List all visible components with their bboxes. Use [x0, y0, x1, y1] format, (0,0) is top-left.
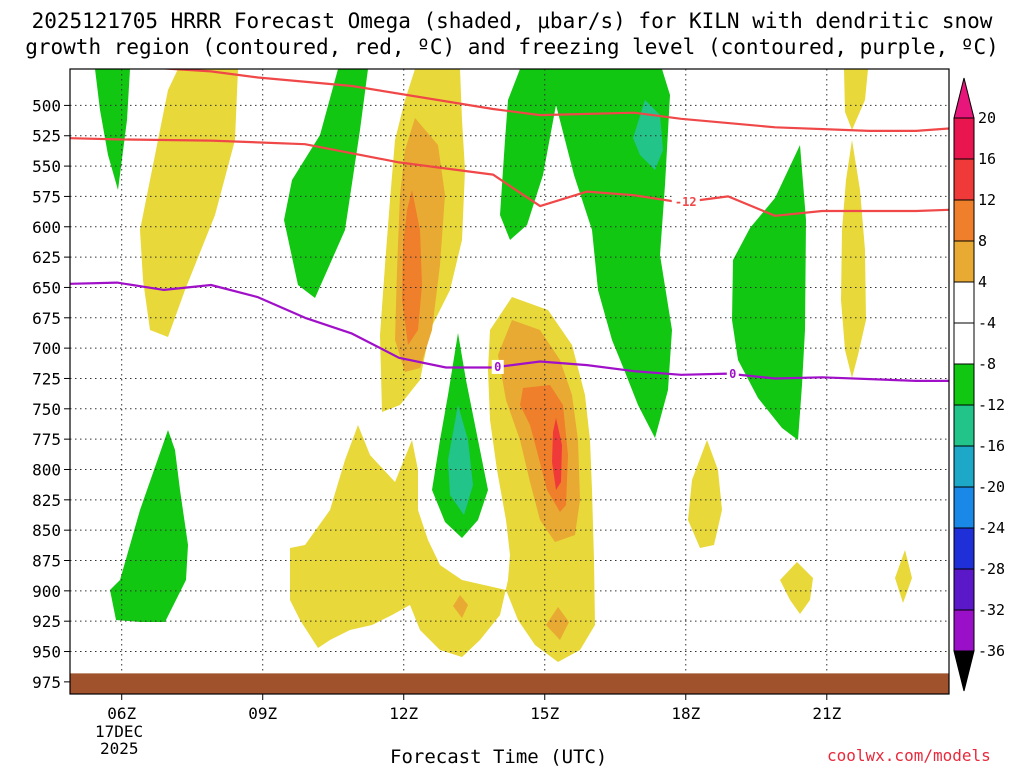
colorbar-swatch: [953, 281, 975, 324]
contour-lines: -12 0 0: [70, 69, 949, 382]
y-tick-label: 525: [32, 127, 61, 146]
y-tick-label: 750: [32, 400, 61, 419]
y-axis: 500 525 550 575 600 625 650 675 700 725 750 775 800 8…: [32, 96, 70, 692]
y-tick-label: 925: [32, 612, 61, 631]
colorbar-swatch: [953, 609, 975, 652]
contour-dendritic-lower: [70, 137, 949, 217]
contour-label-bg: [726, 367, 739, 382]
colorbar-swatch: [953, 568, 975, 611]
x-tick-label: 06Z: [107, 704, 136, 723]
contour-label: -12: [675, 195, 697, 209]
x-tick-label: 12Z: [389, 704, 418, 723]
colorbar-label: -32: [978, 601, 1005, 619]
teal-core: [448, 405, 473, 515]
title-line-1: 2025121705 HRRR Forecast Omega (shaded, …: [31, 9, 993, 33]
y-tick-label: 900: [32, 582, 61, 601]
contour-label-bg: [671, 194, 700, 209]
contour-label: 0: [494, 360, 501, 374]
title-line-2: growth region (contoured, red, ºC) and f…: [25, 35, 999, 59]
colorbar: 20 16 12 8 4 -4 -8 -12 -16 -20 -24 -28 -32 -36: [953, 77, 1005, 692]
y-tick-label: 950: [32, 643, 61, 662]
x-tick-label: 21Z: [812, 704, 841, 723]
y-tick-label: 500: [32, 96, 61, 115]
colorbar-label: -28: [978, 560, 1005, 578]
colorbar-bottom-arrow: [953, 650, 975, 692]
credit-link[interactable]: coolwx.com/models: [827, 746, 991, 765]
x-tick-label: 15Z: [530, 704, 559, 723]
contour-label: 0: [729, 367, 736, 381]
light-orange-core: [453, 595, 468, 618]
plot-area: -12 0 0: [70, 69, 949, 694]
y-tick-label: 800: [32, 460, 61, 479]
date-year: 2025: [100, 739, 139, 758]
green-region: [732, 145, 806, 440]
light-orange-core: [546, 607, 569, 640]
y-tick-label: 600: [32, 218, 61, 237]
colorbar-label: 8: [978, 232, 987, 250]
green-region: [500, 69, 672, 438]
contour-label-bg: [491, 359, 504, 374]
colorbar-swatch: [953, 158, 975, 201]
yellow-region: [688, 440, 722, 548]
teal-core: [633, 100, 663, 170]
yellow-region: [844, 69, 868, 130]
colorbar-label: -4: [978, 314, 996, 332]
colorbar-label: -8: [978, 355, 996, 373]
colorbar-label: 20: [978, 109, 996, 127]
y-tick-label: 825: [32, 491, 61, 510]
colorbar-swatch: [953, 363, 975, 406]
y-tick-label: 700: [32, 339, 61, 358]
colorbar-label: 16: [978, 150, 996, 168]
colorbar-swatch: [953, 322, 975, 365]
y-tick-label: 650: [32, 278, 61, 297]
colorbar-label: -20: [978, 478, 1005, 496]
y-tick-label: 850: [32, 521, 61, 540]
colorbar-swatch: [953, 199, 975, 242]
plot-frame: [69, 68, 950, 695]
orange-core: [402, 190, 422, 345]
yellow-region: [841, 140, 866, 378]
y-tick-label: 625: [32, 248, 61, 267]
green-region: [110, 430, 188, 622]
yellow-region: [895, 550, 912, 603]
contour-dendritic-upper: [156, 69, 949, 132]
chart-title: 2025121705 HRRR Forecast Omega (shaded, …: [0, 8, 1024, 60]
green-region: [284, 69, 368, 298]
colorbar-swatch: [953, 404, 975, 447]
y-tick-label: 725: [32, 369, 61, 388]
green-region: [95, 69, 130, 190]
colorbar-label: -12: [978, 396, 1005, 414]
red-core: [552, 418, 562, 490]
colorbar-swatch: [953, 486, 975, 529]
colorbar-label: 4: [978, 273, 987, 291]
y-tick-label: 675: [32, 309, 61, 328]
colorbar-label: 12: [978, 191, 996, 209]
y-tick-label: 550: [32, 157, 61, 176]
y-tick-label: 775: [32, 430, 61, 449]
colorbar-swatch: [953, 240, 975, 283]
date-day: 17DEC: [95, 722, 144, 741]
surface-band: [70, 673, 949, 694]
colorbar-swatch: [953, 445, 975, 488]
omega-shading: [95, 69, 912, 662]
colorbar-label: -24: [978, 519, 1005, 537]
y-tick-label: 575: [32, 187, 61, 206]
y-tick-label: 875: [32, 552, 61, 571]
yellow-region: [140, 69, 238, 337]
x-axis-label: Forecast Time (UTC): [390, 746, 608, 768]
colorbar-top-arrow: [953, 77, 975, 119]
x-tick-label: 09Z: [248, 704, 277, 723]
x-tick-label: 18Z: [671, 704, 700, 723]
colorbar-label: -36: [978, 642, 1005, 660]
x-axis: 06Z 09Z 12Z 15Z 18Z 21Z: [107, 694, 842, 723]
colorbar-swatch: [953, 527, 975, 570]
colorbar-swatch: [953, 117, 975, 160]
y-tick-label: 975: [32, 673, 61, 692]
yellow-region: [780, 562, 813, 614]
vertical-gridlines: [121, 69, 828, 694]
colorbar-label: -16: [978, 437, 1005, 455]
